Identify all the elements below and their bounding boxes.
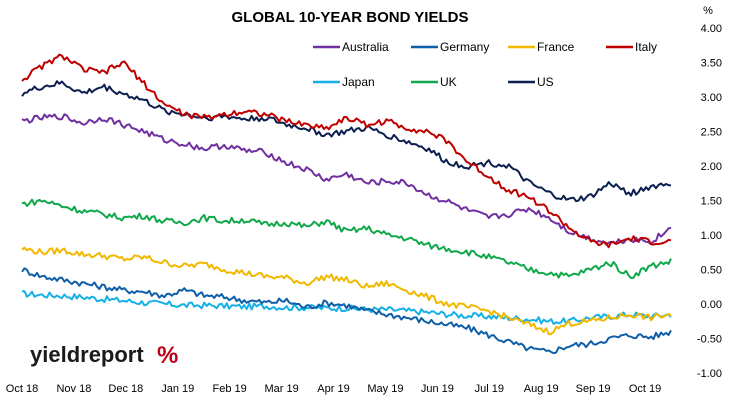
series-line-us	[21, 80, 672, 203]
y-tick-label: -0.50	[697, 334, 722, 346]
legend-item-uk: UK	[411, 75, 457, 89]
y-tick-label: 0.00	[701, 299, 722, 311]
y-tick-label: 1.00	[701, 230, 722, 242]
series-line-australia	[21, 113, 672, 246]
x-tick-label: Feb 19	[213, 383, 247, 395]
logo-wordmark: yieldreport	[30, 342, 144, 367]
series-line-uk	[21, 198, 672, 279]
x-tick-label: Mar 19	[264, 383, 298, 395]
x-tick-label: Apr 19	[317, 383, 349, 395]
logo-percent-mark: %	[157, 342, 178, 369]
x-axis: Oct 18 Nov 18 Dec 18 Jan 19 Feb 19 Mar 19 Apr …	[6, 383, 661, 395]
legend-label: Germany	[440, 40, 489, 54]
series-lines	[21, 53, 672, 355]
y-tick-label: 3.00	[701, 92, 722, 104]
y-tick-label: 3.50	[701, 58, 722, 70]
y-tick-label: 2.00	[701, 161, 722, 173]
x-tick-label: Jun 19	[421, 383, 454, 395]
series-line-france	[21, 246, 672, 336]
y-tick-label: -1.00	[697, 368, 722, 380]
legend-item-germany: Germany	[411, 40, 489, 54]
legend-label: Australia	[342, 40, 389, 54]
chart-title: GLOBAL 10-YEAR BOND YIELDS	[232, 9, 469, 26]
legend: Australia Germany France Italy Japan UK US	[313, 40, 657, 89]
x-tick-label: Oct 18	[6, 383, 38, 395]
legend-label: US	[537, 75, 554, 89]
legend-item-france: France	[508, 40, 575, 54]
series-line-germany	[21, 267, 672, 355]
x-tick-label: May 19	[367, 383, 403, 395]
legend-item-japan: Japan	[313, 75, 375, 89]
x-tick-label: Sep 19	[576, 383, 611, 395]
series-line-japan	[22, 290, 672, 325]
legend-label: France	[537, 40, 575, 54]
legend-item-italy: Italy	[606, 40, 657, 54]
yieldreport-logo: yieldreport %	[30, 342, 178, 369]
x-tick-label: Nov 18	[56, 383, 91, 395]
x-tick-label: Dec 18	[108, 383, 143, 395]
x-tick-label: Jul 19	[475, 383, 504, 395]
x-tick-label: Oct 19	[629, 383, 661, 395]
legend-item-australia: Australia	[313, 40, 389, 54]
x-tick-label: Jan 19	[161, 383, 194, 395]
series-line-italy	[21, 53, 672, 249]
y-axis-unit-label: %	[703, 5, 713, 17]
legend-label: Italy	[635, 40, 657, 54]
y-tick-label: 0.50	[701, 265, 722, 277]
x-tick-label: Aug 19	[524, 383, 559, 395]
legend-item-us: US	[508, 75, 554, 89]
y-tick-label: 4.00	[701, 23, 722, 35]
y-tick-label: 1.50	[701, 196, 722, 208]
y-axis: -1.00 -0.50 0.00 0.50 1.00 1.50 2.00 2.50 3.00 3.…	[697, 23, 722, 380]
y-tick-label: 2.50	[701, 127, 722, 139]
legend-label: UK	[440, 75, 457, 89]
legend-label: Japan	[342, 75, 375, 89]
